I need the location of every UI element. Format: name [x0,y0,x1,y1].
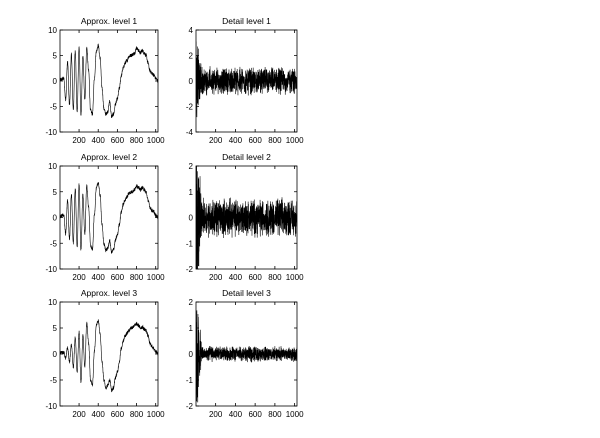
subplot-3: 200 400 600 800 1000 10 5 0 -5 -10 Approx. level 2 [45,152,165,282]
x-tick-label: 600 [111,136,125,145]
x-tick-label: 600 [248,136,262,145]
x-tick-label: 400 [229,410,243,419]
x-tick-label: 800 [268,273,282,282]
y-tick-label: -5 [50,376,58,385]
subplot-title: Approx. level 2 [81,152,137,162]
x-tick-label: 200 [72,136,86,145]
y-tick-label: 5 [53,324,58,333]
y-tick-label: -5 [50,239,58,248]
x-tick-label: 800 [130,410,144,419]
series-line-3 [60,181,158,254]
y-tick-label: 10 [48,162,57,171]
y-tick-label: -10 [45,128,57,137]
x-tick-label: 200 [72,273,86,282]
x-tick-label: 600 [248,410,262,419]
x-tick-label: 1000 [147,273,165,282]
subplot-1: 200 400 600 800 1000 10 5 0 -5 -10 Approx. level 1 [45,16,165,145]
y-tick-label: 4 [189,26,194,35]
y-tick-label: -2 [186,402,194,411]
x-tick-label: 400 [92,273,106,282]
y-tick-label: -4 [186,128,194,137]
y-tick-label: 0 [53,350,58,359]
y-tick-label: 2 [189,52,194,61]
x-tick-label: 400 [92,136,106,145]
y-tick-label: 0 [189,214,194,223]
y-tick-label: -5 [50,103,58,112]
x-tick-label: 600 [248,273,262,282]
y-tick-label: 2 [189,162,194,171]
x-tick-label: 600 [111,273,125,282]
x-tick-label: 400 [229,136,243,145]
axes-frame [59,29,159,133]
x-tick-label: 400 [229,273,243,282]
y-tick-label: 1 [189,324,194,333]
subplot-4: 200 400 600 800 1000 2 1 0 -1 -2 Detail level 2 [186,152,304,282]
subplot-2: 200 400 600 800 1000 4 2 0 -2 -4 Detail level 1 [186,16,304,145]
subplot-title: Detail level 1 [222,16,271,26]
y-tick-label: 0 [53,77,58,86]
series-line-1 [60,43,158,119]
x-tick-label: 800 [130,136,144,145]
y-tick-label: -1 [186,376,194,385]
y-tick-label: -2 [186,265,194,274]
x-tick-label: 1000 [147,136,165,145]
series-line-4 [196,166,297,269]
x-tick-label: 1000 [286,273,304,282]
y-tick-label: 0 [53,214,58,223]
series-line-5 [60,319,158,393]
y-tick-label: 10 [48,26,57,35]
series-line-6 [196,310,297,403]
x-tick-label: 800 [130,273,144,282]
x-tick-label: 800 [268,136,282,145]
subplot-5: 200 400 600 800 1000 10 5 0 -5 -10 Approx. level 3 [45,288,165,419]
subplot-title: Approx. level 1 [81,16,137,26]
y-tick-label: -10 [45,265,57,274]
x-tick-label: 200 [209,273,223,282]
x-tick-label: 200 [209,410,223,419]
y-tick-label: -2 [186,103,194,112]
y-tick-label: 5 [53,52,58,61]
y-tick-label: 0 [189,77,194,86]
subplot-6: 200 400 600 800 1000 2 1 0 -1 -2 Detail level 3 [186,288,304,419]
x-tick-label: 200 [209,136,223,145]
x-tick-label: 800 [268,410,282,419]
subplot-title: Approx. level 3 [81,288,137,298]
y-tick-label: 10 [48,298,57,307]
x-tick-label: 1000 [286,410,304,419]
x-tick-label: 1000 [286,136,304,145]
y-tick-label: 0 [189,350,194,359]
y-tick-label: 1 [189,188,194,197]
subplot-title: Detail level 2 [222,152,271,162]
y-tick-label: 2 [189,298,194,307]
x-tick-label: 1000 [147,410,165,419]
y-tick-label: 5 [53,188,58,197]
x-tick-label: 200 [72,410,86,419]
x-tick-label: 400 [92,410,106,419]
series-line-2 [196,41,297,118]
subplot-title: Detail level 3 [222,288,271,298]
x-tick-label: 600 [111,410,125,419]
axes-frame [59,165,159,270]
axes-frame [59,301,159,407]
y-tick-label: -10 [45,402,57,411]
y-tick-label: -1 [186,239,194,248]
